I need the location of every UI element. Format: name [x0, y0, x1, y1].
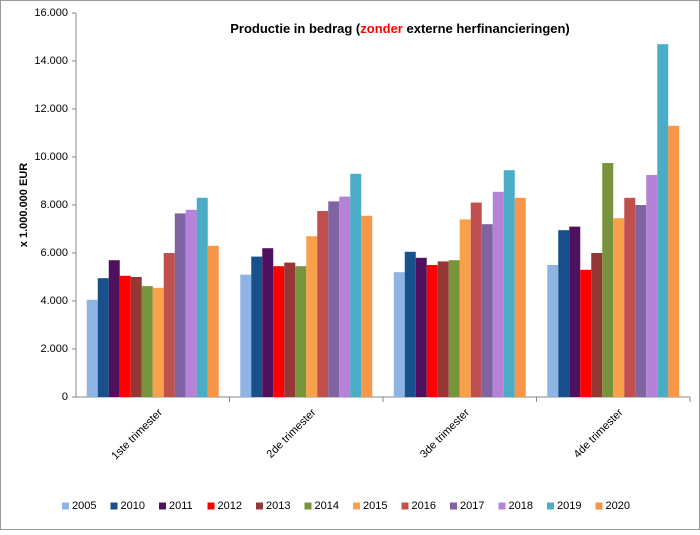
bar — [328, 201, 340, 397]
bar — [273, 266, 285, 397]
legend-swatch — [401, 502, 409, 510]
y-tick-label: 14.000 — [34, 55, 68, 67]
bar — [514, 197, 526, 397]
bar — [152, 287, 164, 397]
legend-label: 2010 — [121, 500, 145, 512]
bar — [251, 256, 263, 397]
bar — [86, 299, 98, 397]
bar — [317, 211, 329, 397]
y-tick-label: 10.000 — [34, 151, 68, 163]
bar — [130, 277, 142, 397]
legend-label: 2016 — [412, 500, 436, 512]
bar — [569, 226, 581, 397]
bar — [306, 236, 318, 397]
bar — [108, 260, 120, 397]
legend-swatch — [498, 502, 506, 510]
legend-swatch — [595, 502, 603, 510]
legend-label: 2012 — [218, 500, 242, 512]
y-tick-label: 2.000 — [40, 343, 68, 355]
bar — [404, 251, 416, 397]
bar — [284, 262, 296, 397]
bar — [591, 253, 603, 397]
title-part: zonder — [360, 21, 403, 36]
y-axis-label: x 1.000.000 EUR — [18, 163, 30, 247]
bar — [668, 125, 680, 398]
y-tick-label: 4.000 — [40, 295, 68, 307]
bar — [558, 230, 570, 397]
bar — [492, 191, 504, 397]
bar — [646, 175, 658, 397]
y-tick-label: 16.000 — [34, 7, 68, 19]
legend-label: 2019 — [557, 500, 581, 512]
bar — [185, 209, 197, 397]
y-tick-label: 8.000 — [40, 199, 68, 211]
bar — [174, 213, 186, 397]
bar — [580, 269, 592, 397]
legend-label: 2017 — [460, 500, 484, 512]
legend-label: 2005 — [72, 500, 96, 512]
legend-swatch — [110, 502, 118, 510]
y-tick-label: 0 — [62, 391, 68, 403]
title-part: externe herfinancieringen) — [403, 21, 570, 36]
legend-swatch — [207, 502, 215, 510]
bar — [613, 218, 625, 397]
bar — [481, 224, 493, 397]
y-tick-label: 12.000 — [34, 103, 68, 115]
bar — [415, 257, 427, 397]
bar — [262, 248, 274, 397]
legend-swatch — [256, 502, 263, 510]
bar — [459, 219, 471, 397]
legend-label: 2014 — [315, 500, 339, 512]
legend-swatch — [159, 502, 166, 510]
legend-label: 2011 — [169, 500, 193, 512]
legend-label: 2018 — [509, 500, 533, 512]
bar — [547, 265, 559, 397]
bar — [163, 253, 175, 397]
y-tick-label: 6.000 — [40, 247, 68, 259]
bar — [339, 196, 351, 397]
legend-swatch — [353, 502, 360, 510]
bar — [240, 274, 252, 397]
legend-swatch — [62, 502, 69, 510]
bar — [393, 272, 405, 397]
chart-title: Productie in bedrag (zonder externe herf… — [230, 21, 570, 36]
legend-label: 2020 — [606, 500, 630, 512]
bar — [635, 205, 647, 397]
bar — [437, 261, 449, 397]
legend-swatch — [450, 502, 457, 510]
bar — [448, 260, 460, 397]
bar — [470, 202, 482, 397]
bar — [97, 278, 109, 397]
bar — [119, 275, 131, 397]
title-part: Productie in bedrag ( — [230, 21, 361, 36]
bar — [207, 245, 219, 397]
bar — [196, 197, 208, 397]
legend-swatch — [304, 502, 312, 510]
bar — [624, 197, 636, 397]
bar — [602, 163, 614, 397]
bar — [141, 286, 153, 397]
legend-label: 2013 — [266, 500, 290, 512]
legend-swatch — [547, 502, 554, 510]
bar — [350, 173, 362, 397]
bar — [657, 44, 669, 397]
bar — [426, 265, 438, 397]
legend-label: 2015 — [363, 500, 387, 512]
bar — [361, 215, 373, 397]
bar — [295, 266, 307, 397]
bar — [503, 170, 515, 397]
